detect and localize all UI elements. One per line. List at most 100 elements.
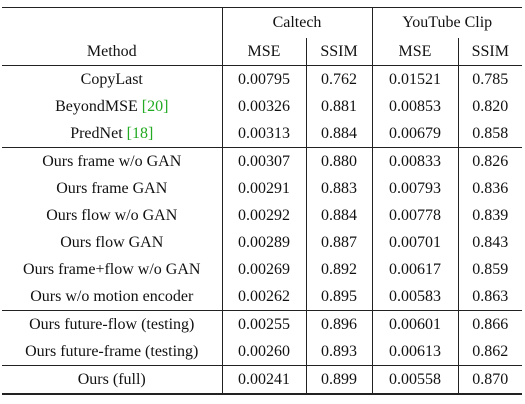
youtube-ssim-cell: 0.859 — [457, 256, 523, 283]
table-body: CopyLast 0.00795 0.762 0.01521 0.785 BeyondMS… — [2, 65, 523, 395]
caltech-ssim-cell: 0.762 — [305, 65, 372, 93]
caltech-ssim-cell: 0.899 — [305, 365, 372, 395]
youtube-ssim-cell: 0.785 — [457, 65, 523, 93]
results-table: Caltech YouTube Clip Method MSE SSIM MSE… — [2, 7, 523, 395]
col-header-youtube-mse: MSE — [371, 38, 458, 66]
youtube-ssim-cell: 0.866 — [457, 310, 523, 338]
table-row: Ours frame w/o GAN 0.00307 0.880 0.00833 0.8… — [2, 147, 523, 175]
method-name: Ours flow GAN — [60, 233, 164, 251]
table-row: Ours (full) 0.00241 0.899 0.00558 0.870 — [2, 365, 523, 395]
method-name: PredNet — [70, 124, 127, 142]
youtube-ssim-cell: 0.826 — [457, 147, 523, 175]
method-name: Ours future-flow (testing) — [29, 315, 195, 333]
caltech-ssim-cell: 0.881 — [305, 93, 372, 120]
table-row: CopyLast 0.00795 0.762 0.01521 0.785 — [2, 65, 523, 93]
method-name: Ours w/o motion encoder — [30, 287, 194, 305]
empty-corner-cell — [2, 7, 222, 38]
citation-link[interactable]: [18] — [126, 124, 154, 142]
column-header-row: Method MSE SSIM MSE SSIM — [2, 38, 523, 66]
youtube-ssim-cell: 0.863 — [457, 283, 523, 311]
caltech-mse-cell: 0.00260 — [221, 338, 306, 366]
col-header-caltech-ssim: SSIM — [305, 38, 372, 66]
method-name: Ours frame GAN — [56, 179, 168, 197]
youtube-ssim-cell: 0.839 — [457, 202, 523, 229]
cropped-caption-fragment — [0, 0, 525, 6]
table-row: Ours future-flow (testing) 0.00255 0.896 0.… — [2, 310, 523, 338]
method-cell: Ours w/o motion encoder — [2, 283, 222, 311]
caltech-ssim-cell: 0.893 — [305, 338, 372, 366]
youtube-mse-cell: 0.00613 — [371, 338, 458, 366]
method-name: Ours future-frame (testing) — [25, 342, 199, 360]
method-cell: BeyondMSE [20] — [2, 93, 222, 120]
method-name: Ours frame+flow w/o GAN — [23, 260, 201, 278]
youtube-ssim-cell: 0.858 — [457, 120, 523, 148]
group-header-youtube-label: YouTube Clip — [402, 14, 493, 31]
caltech-ssim-cell: 0.896 — [305, 310, 372, 338]
caltech-mse-cell: 0.00292 — [221, 202, 306, 229]
col-header-method: Method — [86, 42, 137, 60]
table-row: Ours frame GAN 0.00291 0.883 0.00793 0.836 — [2, 175, 523, 202]
method-name: Ours frame w/o GAN — [42, 152, 182, 170]
table-row: Ours w/o motion encoder 0.00262 0.895 0.005… — [2, 283, 523, 311]
youtube-mse-cell: 0.00778 — [371, 202, 458, 229]
col-header-youtube-ssim: SSIM — [457, 38, 523, 66]
youtube-ssim-cell: 0.820 — [457, 93, 523, 120]
caltech-ssim-cell: 0.895 — [305, 283, 372, 311]
method-cell: Ours frame GAN — [2, 175, 222, 202]
caltech-mse-cell: 0.00326 — [221, 93, 306, 120]
caltech-mse-cell: 0.00291 — [221, 175, 306, 202]
method-cell: Ours future-flow (testing) — [2, 310, 222, 338]
method-cell: Ours (full) — [2, 365, 222, 395]
youtube-mse-cell: 0.00601 — [371, 310, 458, 338]
group-header-caltech: Caltech — [221, 7, 372, 38]
caltech-ssim-cell: 0.883 — [305, 175, 372, 202]
method-cell: Ours future-frame (testing) — [2, 338, 222, 366]
caltech-mse-cell: 0.00795 — [221, 65, 306, 93]
table-row: Ours frame+flow w/o GAN 0.00269 0.892 0.006… — [2, 256, 523, 283]
youtube-mse-cell: 0.00853 — [371, 93, 458, 120]
citation-link[interactable]: [20] — [141, 97, 169, 115]
method-cell: PredNet [18] — [2, 120, 222, 148]
group-header-row: Caltech YouTube Clip — [2, 7, 523, 38]
caltech-ssim-cell: 0.887 — [305, 229, 372, 256]
method-cell: Ours frame+flow w/o GAN — [2, 256, 222, 283]
table-row: BeyondMSE [20] 0.00326 0.881 0.00853 0.820 — [2, 93, 523, 120]
group-header-youtube: YouTube Clip — [371, 7, 523, 38]
caltech-mse-cell: 0.00269 — [221, 256, 306, 283]
table-row: Ours flow GAN 0.00289 0.887 0.00701 0.843 — [2, 229, 523, 256]
youtube-mse-cell: 0.00558 — [371, 365, 458, 395]
caltech-ssim-cell: 0.892 — [305, 256, 372, 283]
caltech-mse-cell: 0.00313 — [221, 120, 306, 148]
caltech-mse-cell: 0.00307 — [221, 147, 306, 175]
youtube-mse-cell: 0.00583 — [371, 283, 458, 311]
method-cell: CopyLast — [2, 65, 222, 93]
method-cell: Ours frame w/o GAN — [2, 147, 222, 175]
caltech-ssim-cell: 0.884 — [305, 202, 372, 229]
group-header-caltech-label: Caltech — [272, 14, 322, 31]
col-header-caltech-mse: MSE — [221, 38, 306, 66]
caltech-mse-cell: 0.00289 — [221, 229, 306, 256]
youtube-mse-cell: 0.01521 — [371, 65, 458, 93]
method-name: BeyondMSE — [55, 97, 142, 115]
youtube-ssim-cell: 0.870 — [457, 365, 523, 395]
method-cell: Ours flow w/o GAN — [2, 202, 222, 229]
method-cell: Ours flow GAN — [2, 229, 222, 256]
youtube-mse-cell: 0.00833 — [371, 147, 458, 175]
method-name: Ours flow w/o GAN — [46, 206, 178, 224]
youtube-ssim-cell: 0.843 — [457, 229, 523, 256]
caltech-mse-cell: 0.00262 — [221, 283, 306, 311]
caltech-ssim-cell: 0.884 — [305, 120, 372, 148]
youtube-mse-cell: 0.00617 — [371, 256, 458, 283]
youtube-mse-cell: 0.00679 — [371, 120, 458, 148]
table-row: Ours flow w/o GAN 0.00292 0.884 0.00778 0.83… — [2, 202, 523, 229]
caltech-mse-cell: 0.00255 — [221, 310, 306, 338]
method-name: Ours (full) — [77, 370, 146, 388]
table-row: Ours future-frame (testing) 0.00260 0.893 0… — [2, 338, 523, 366]
table-row: PredNet [18] 0.00313 0.884 0.00679 0.858 — [2, 120, 523, 148]
youtube-mse-cell: 0.00793 — [371, 175, 458, 202]
method-name: CopyLast — [80, 70, 143, 88]
youtube-ssim-cell: 0.862 — [457, 338, 523, 366]
caltech-ssim-cell: 0.880 — [305, 147, 372, 175]
caltech-mse-cell: 0.00241 — [221, 365, 306, 395]
youtube-mse-cell: 0.00701 — [371, 229, 458, 256]
